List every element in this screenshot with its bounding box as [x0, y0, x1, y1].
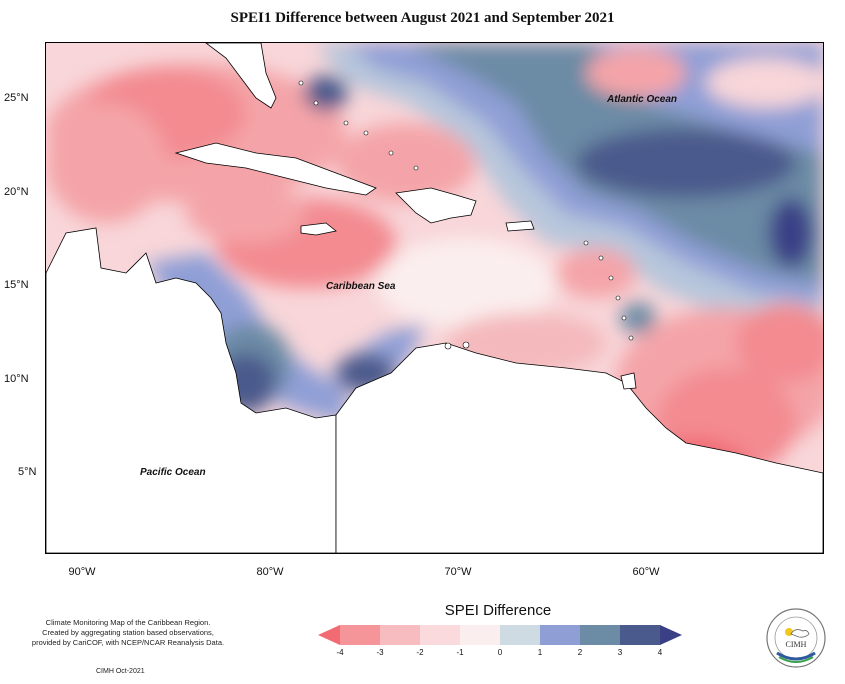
legend-tick-label: -3 — [376, 648, 384, 657]
lon-label-70w: 70°W — [444, 566, 472, 578]
legend-tick-label: 1 — [537, 648, 543, 657]
legend-swatch — [620, 625, 661, 645]
caribbean-sea-label: Caribbean Sea — [326, 281, 396, 292]
legend-swatch — [420, 625, 461, 645]
lat-label-10n: 10°N — [4, 373, 29, 385]
svg-text:CIMH: CIMH — [786, 640, 807, 649]
legend-tick-label: 4 — [657, 648, 663, 657]
footer-line-2: Created by aggregating station based obs… — [42, 628, 214, 637]
legend-tick-label: 2 — [577, 648, 583, 657]
legend-swatch-low-extend — [318, 625, 340, 645]
legend-colorbar — [318, 625, 682, 645]
lon-label-90w: 90°W — [68, 566, 96, 578]
legend-title: SPEI Difference — [444, 602, 552, 619]
lon-label-80w: 80°W — [256, 566, 284, 578]
lat-label-5n: 5°N — [18, 466, 37, 478]
legend-tick-label: 3 — [617, 648, 623, 657]
lat-label-15n: 15°N — [4, 279, 29, 291]
footer-notes: Climate Monitoring Map of the Caribbean … — [28, 618, 228, 648]
legend-tick-label: -4 — [336, 648, 344, 657]
pacific-ocean-label: Pacific Ocean — [140, 467, 206, 478]
lon-label-60w: 60°W — [632, 566, 660, 578]
legend-tick-label: 0 — [497, 648, 503, 657]
legend-swatch — [540, 625, 581, 645]
legend-swatch — [340, 625, 381, 645]
legend-swatch-high-extend — [660, 625, 682, 645]
footer-line-3: provided by CariCOF, with NCEP/NCAR Rean… — [31, 638, 225, 647]
legend-tick-label: -2 — [416, 648, 424, 657]
legend-swatch — [580, 625, 621, 645]
legend-swatch — [500, 625, 541, 645]
legend-tick-label: -1 — [456, 648, 464, 657]
legend-swatch — [380, 625, 421, 645]
footer-line-1: Climate Monitoring Map of the Caribbean … — [45, 618, 211, 627]
map-area — [45, 42, 824, 554]
legend-swatch — [460, 625, 501, 645]
map-title: SPEI1 Difference between August 2021 and… — [230, 10, 615, 26]
lat-label-20n: 20°N — [4, 186, 29, 198]
footer-credit: CIMH Oct-2021 — [96, 668, 145, 675]
atlantic-ocean-label: Atlantic Ocean — [607, 94, 678, 105]
spei-map-field — [46, 43, 823, 553]
lat-label-25n: 25°N — [4, 92, 29, 104]
cimh-logo: CIMH — [766, 608, 826, 668]
